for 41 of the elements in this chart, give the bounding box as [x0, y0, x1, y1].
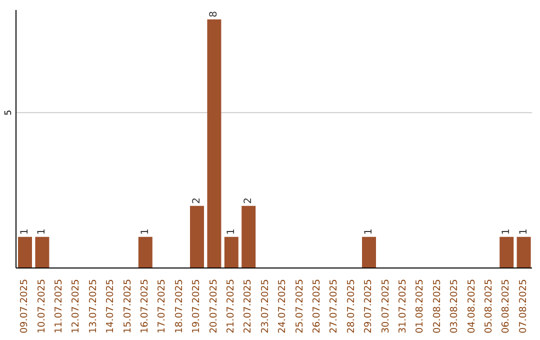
data-label: 2 [243, 197, 254, 204]
x-tick-label: 16.07.2025 [140, 279, 150, 334]
x-tick-label: 03.08.2025 [449, 279, 460, 334]
x-tick-label: 17.07.2025 [156, 279, 168, 334]
x-tick-label: 06.08.2025 [500, 279, 512, 334]
x-tick-label: 18.07.2025 [174, 279, 185, 334]
data-label: 2 [192, 197, 202, 204]
x-tick-label: 05.08.2025 [484, 279, 494, 334]
x-tick-label: 22.07.2025 [242, 279, 254, 334]
x-tick-label: 24.07.2025 [277, 279, 288, 334]
x-tick-label: 31.07.2025 [398, 279, 408, 334]
x-tick-label: 19.07.2025 [191, 279, 202, 334]
x-tick-label: 07.08.2025 [518, 279, 529, 334]
data-label: 1 [140, 228, 151, 235]
x-tick-label: 21.07.2025 [226, 279, 236, 334]
data-label: 1 [226, 228, 237, 235]
data-label: 1 [36, 228, 48, 235]
x-tick-label: 30.07.2025 [380, 279, 392, 334]
data-label: 1 [501, 228, 512, 235]
x-tick-label: 13.07.2025 [88, 279, 99, 334]
x-tick-label: 26.07.2025 [312, 279, 322, 334]
x-tick-label: 12.07.2025 [70, 279, 82, 334]
data-label: 1 [518, 228, 530, 235]
data-label: 1 [364, 228, 374, 235]
x-tick-label: 14.07.2025 [105, 279, 116, 334]
x-tick-label: 29.07.2025 [363, 279, 374, 334]
data-label: 8 [208, 10, 220, 18]
x-tick-label: 23.07.2025 [260, 279, 271, 334]
x-tick-label: 11.07.2025 [54, 279, 64, 334]
x-tick-label: 28.07.2025 [346, 279, 357, 334]
x-tick-label: 09.07.2025 [19, 279, 30, 334]
x-tick-label: 10.07.2025 [36, 279, 48, 334]
x-tick-label: 25.07.2025 [294, 279, 306, 334]
x-tick-label: 27.07.2025 [328, 279, 340, 334]
data-label: 1 [20, 228, 30, 235]
x-tick-label: 01.08.2025 [414, 279, 426, 334]
x-tick-label: 04.08.2025 [466, 279, 478, 334]
x-tick-label: 15.07.2025 [122, 279, 134, 334]
y-tick-label: 5 [4, 110, 14, 116]
x-tick-label: 20.07.2025 [208, 279, 220, 334]
x-tick-label: 02.08.2025 [432, 279, 443, 334]
